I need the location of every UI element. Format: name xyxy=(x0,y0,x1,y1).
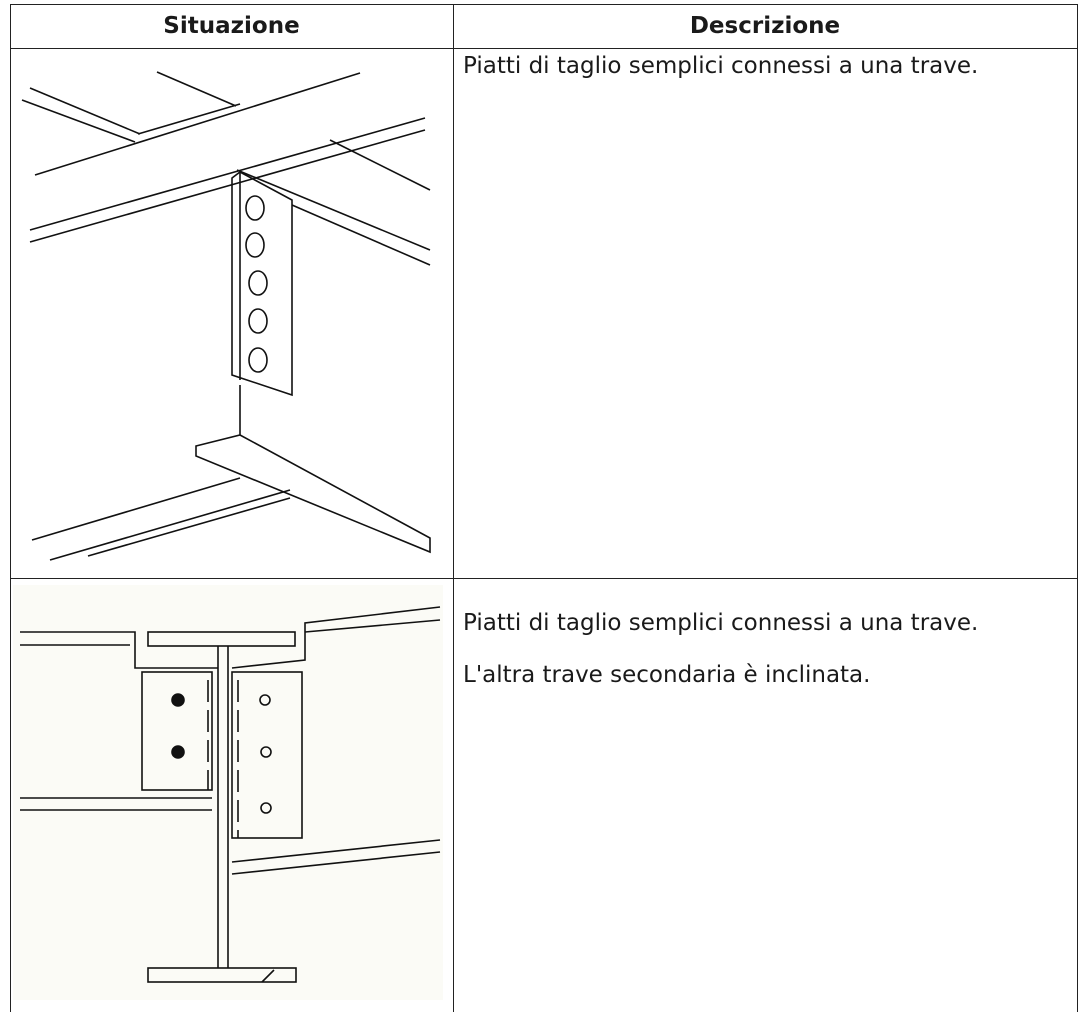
table-border xyxy=(453,4,454,1012)
illustration-single-plate xyxy=(21,71,431,561)
description: Piatti di taglio semplici connessi a una… xyxy=(463,53,979,79)
table-border xyxy=(10,4,11,1012)
illustration-inclined-beam xyxy=(13,585,443,1000)
column-header: Situazione xyxy=(163,13,300,39)
table-border xyxy=(10,578,1078,579)
table-border xyxy=(10,4,1078,5)
column-header: Descrizione xyxy=(689,13,841,39)
table-border xyxy=(10,48,1078,49)
description: L'altra trave secondaria è inclinata. xyxy=(463,662,871,688)
description: Piatti di taglio semplici connessi a una… xyxy=(463,610,979,636)
